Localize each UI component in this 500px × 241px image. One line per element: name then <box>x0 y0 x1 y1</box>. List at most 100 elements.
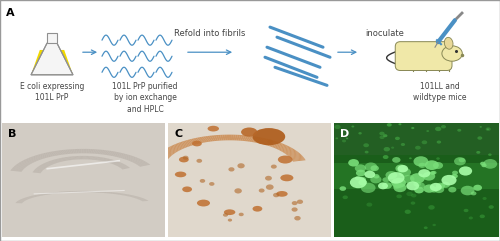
Circle shape <box>480 214 485 218</box>
Polygon shape <box>174 144 184 149</box>
Polygon shape <box>110 192 114 194</box>
Circle shape <box>414 156 428 167</box>
Polygon shape <box>48 161 54 164</box>
Polygon shape <box>84 156 86 159</box>
Polygon shape <box>288 154 302 157</box>
Polygon shape <box>58 158 64 161</box>
Polygon shape <box>123 194 128 195</box>
Polygon shape <box>162 151 173 155</box>
Polygon shape <box>118 164 124 166</box>
Polygon shape <box>278 146 289 150</box>
Polygon shape <box>138 163 148 166</box>
Polygon shape <box>137 198 143 199</box>
Text: 101L PrP purified
by ion exchange
and HPLC: 101L PrP purified by ion exchange and HP… <box>112 82 178 114</box>
Polygon shape <box>138 163 149 166</box>
Polygon shape <box>43 163 50 166</box>
Circle shape <box>486 127 491 131</box>
Ellipse shape <box>224 209 235 215</box>
Polygon shape <box>61 158 66 161</box>
Polygon shape <box>122 167 130 169</box>
Circle shape <box>459 166 472 176</box>
Polygon shape <box>12 167 24 169</box>
Polygon shape <box>104 158 109 162</box>
Circle shape <box>361 183 376 193</box>
Circle shape <box>196 159 202 163</box>
Circle shape <box>415 146 420 150</box>
Ellipse shape <box>175 172 186 177</box>
Polygon shape <box>270 142 280 147</box>
Polygon shape <box>93 156 96 160</box>
Polygon shape <box>42 194 48 195</box>
Polygon shape <box>48 193 52 194</box>
Polygon shape <box>162 150 174 154</box>
Polygon shape <box>33 195 39 196</box>
Ellipse shape <box>182 187 192 192</box>
Polygon shape <box>116 163 123 166</box>
Polygon shape <box>44 193 50 194</box>
Polygon shape <box>16 202 22 203</box>
Polygon shape <box>68 149 72 154</box>
Polygon shape <box>229 135 231 140</box>
Polygon shape <box>273 143 283 148</box>
Polygon shape <box>122 194 127 195</box>
Circle shape <box>297 200 303 204</box>
Ellipse shape <box>252 206 262 212</box>
Polygon shape <box>99 157 103 161</box>
Polygon shape <box>52 160 58 163</box>
Polygon shape <box>156 156 169 159</box>
Polygon shape <box>103 158 108 161</box>
Circle shape <box>209 182 214 186</box>
Polygon shape <box>30 196 36 197</box>
Polygon shape <box>40 154 48 158</box>
Polygon shape <box>70 191 72 193</box>
Polygon shape <box>160 152 173 155</box>
Circle shape <box>410 201 416 205</box>
Circle shape <box>418 169 430 177</box>
Circle shape <box>387 123 392 127</box>
Polygon shape <box>102 158 106 161</box>
Ellipse shape <box>276 191 287 197</box>
Text: inoculate: inoculate <box>366 29 405 38</box>
Polygon shape <box>22 199 28 200</box>
Polygon shape <box>199 137 205 143</box>
Polygon shape <box>114 153 122 157</box>
Polygon shape <box>168 147 179 151</box>
Circle shape <box>411 127 414 129</box>
Polygon shape <box>216 135 220 141</box>
Polygon shape <box>32 195 38 197</box>
Polygon shape <box>277 145 288 150</box>
Circle shape <box>266 184 274 190</box>
Circle shape <box>482 164 486 167</box>
Circle shape <box>404 210 411 214</box>
Circle shape <box>486 128 489 130</box>
Polygon shape <box>155 157 168 160</box>
Polygon shape <box>110 160 116 163</box>
Polygon shape <box>266 140 275 146</box>
Polygon shape <box>67 149 71 154</box>
Polygon shape <box>165 149 177 153</box>
Polygon shape <box>132 196 138 198</box>
Circle shape <box>406 192 413 196</box>
Polygon shape <box>121 154 130 158</box>
Polygon shape <box>158 154 170 158</box>
Circle shape <box>386 171 397 179</box>
Polygon shape <box>108 192 113 194</box>
Circle shape <box>364 162 377 171</box>
Polygon shape <box>111 161 117 164</box>
Circle shape <box>422 140 427 144</box>
Polygon shape <box>20 162 30 165</box>
Polygon shape <box>152 162 166 164</box>
Polygon shape <box>100 150 105 154</box>
Polygon shape <box>17 163 28 166</box>
Circle shape <box>454 157 466 165</box>
Polygon shape <box>92 156 94 160</box>
Polygon shape <box>130 196 136 197</box>
Polygon shape <box>10 170 22 172</box>
Polygon shape <box>139 199 146 200</box>
Circle shape <box>388 172 404 184</box>
Circle shape <box>294 216 300 221</box>
Polygon shape <box>88 191 90 192</box>
Circle shape <box>480 162 486 166</box>
Text: C: C <box>174 129 182 139</box>
Polygon shape <box>35 169 43 171</box>
